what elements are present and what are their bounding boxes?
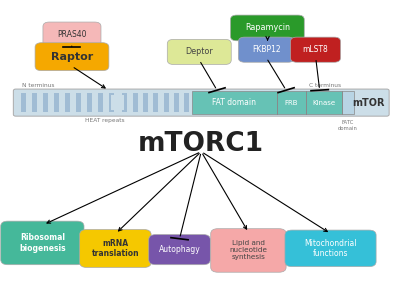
FancyBboxPatch shape <box>87 93 92 112</box>
Text: Deptor: Deptor <box>185 47 213 56</box>
Text: mLST8: mLST8 <box>303 45 328 54</box>
Text: FATC
domain: FATC domain <box>338 120 358 131</box>
Text: C terminus: C terminus <box>309 83 341 88</box>
Text: Raptor: Raptor <box>51 52 93 62</box>
FancyBboxPatch shape <box>285 230 376 267</box>
Text: FKBP12: FKBP12 <box>252 45 281 54</box>
FancyBboxPatch shape <box>76 93 81 112</box>
FancyBboxPatch shape <box>290 37 340 62</box>
Text: Ribosomal
biogenesis: Ribosomal biogenesis <box>19 233 66 253</box>
FancyBboxPatch shape <box>65 93 70 112</box>
FancyBboxPatch shape <box>192 91 277 114</box>
FancyBboxPatch shape <box>164 93 169 112</box>
Text: N terminus: N terminus <box>22 83 54 88</box>
Text: Lipid and
nucleotide
synthesis: Lipid and nucleotide synthesis <box>230 241 268 261</box>
FancyBboxPatch shape <box>111 95 124 110</box>
Text: PRAS40: PRAS40 <box>57 30 87 39</box>
FancyBboxPatch shape <box>174 93 179 112</box>
Text: mTOR: mTOR <box>352 98 385 108</box>
FancyBboxPatch shape <box>342 91 354 114</box>
Text: mRNA
translation: mRNA translation <box>92 239 139 258</box>
FancyBboxPatch shape <box>211 229 286 272</box>
Text: Autophagy: Autophagy <box>159 245 200 254</box>
FancyBboxPatch shape <box>122 93 128 112</box>
Text: mTORC1: mTORC1 <box>138 131 264 157</box>
FancyBboxPatch shape <box>109 93 114 112</box>
FancyBboxPatch shape <box>32 93 37 112</box>
FancyBboxPatch shape <box>184 93 189 112</box>
FancyBboxPatch shape <box>80 230 151 268</box>
FancyBboxPatch shape <box>149 235 210 265</box>
FancyBboxPatch shape <box>133 93 138 112</box>
Text: FAT domain: FAT domain <box>212 98 256 107</box>
FancyBboxPatch shape <box>43 93 48 112</box>
FancyBboxPatch shape <box>143 93 148 112</box>
FancyBboxPatch shape <box>98 93 103 112</box>
Text: FRB: FRB <box>285 100 298 105</box>
FancyBboxPatch shape <box>306 91 342 114</box>
Text: Mitochondrial
functions: Mitochondrial functions <box>304 239 357 258</box>
FancyBboxPatch shape <box>230 15 304 41</box>
FancyBboxPatch shape <box>153 93 158 112</box>
FancyBboxPatch shape <box>54 93 59 112</box>
FancyBboxPatch shape <box>277 91 306 114</box>
Text: Kinase: Kinase <box>312 100 336 105</box>
FancyBboxPatch shape <box>13 89 389 116</box>
FancyBboxPatch shape <box>1 221 84 265</box>
FancyBboxPatch shape <box>238 37 294 62</box>
Text: Rapamycin: Rapamycin <box>245 23 290 32</box>
FancyBboxPatch shape <box>35 43 109 70</box>
FancyBboxPatch shape <box>167 39 231 65</box>
Text: HEAT repeats: HEAT repeats <box>85 118 124 123</box>
FancyBboxPatch shape <box>43 22 101 48</box>
FancyBboxPatch shape <box>21 93 26 112</box>
